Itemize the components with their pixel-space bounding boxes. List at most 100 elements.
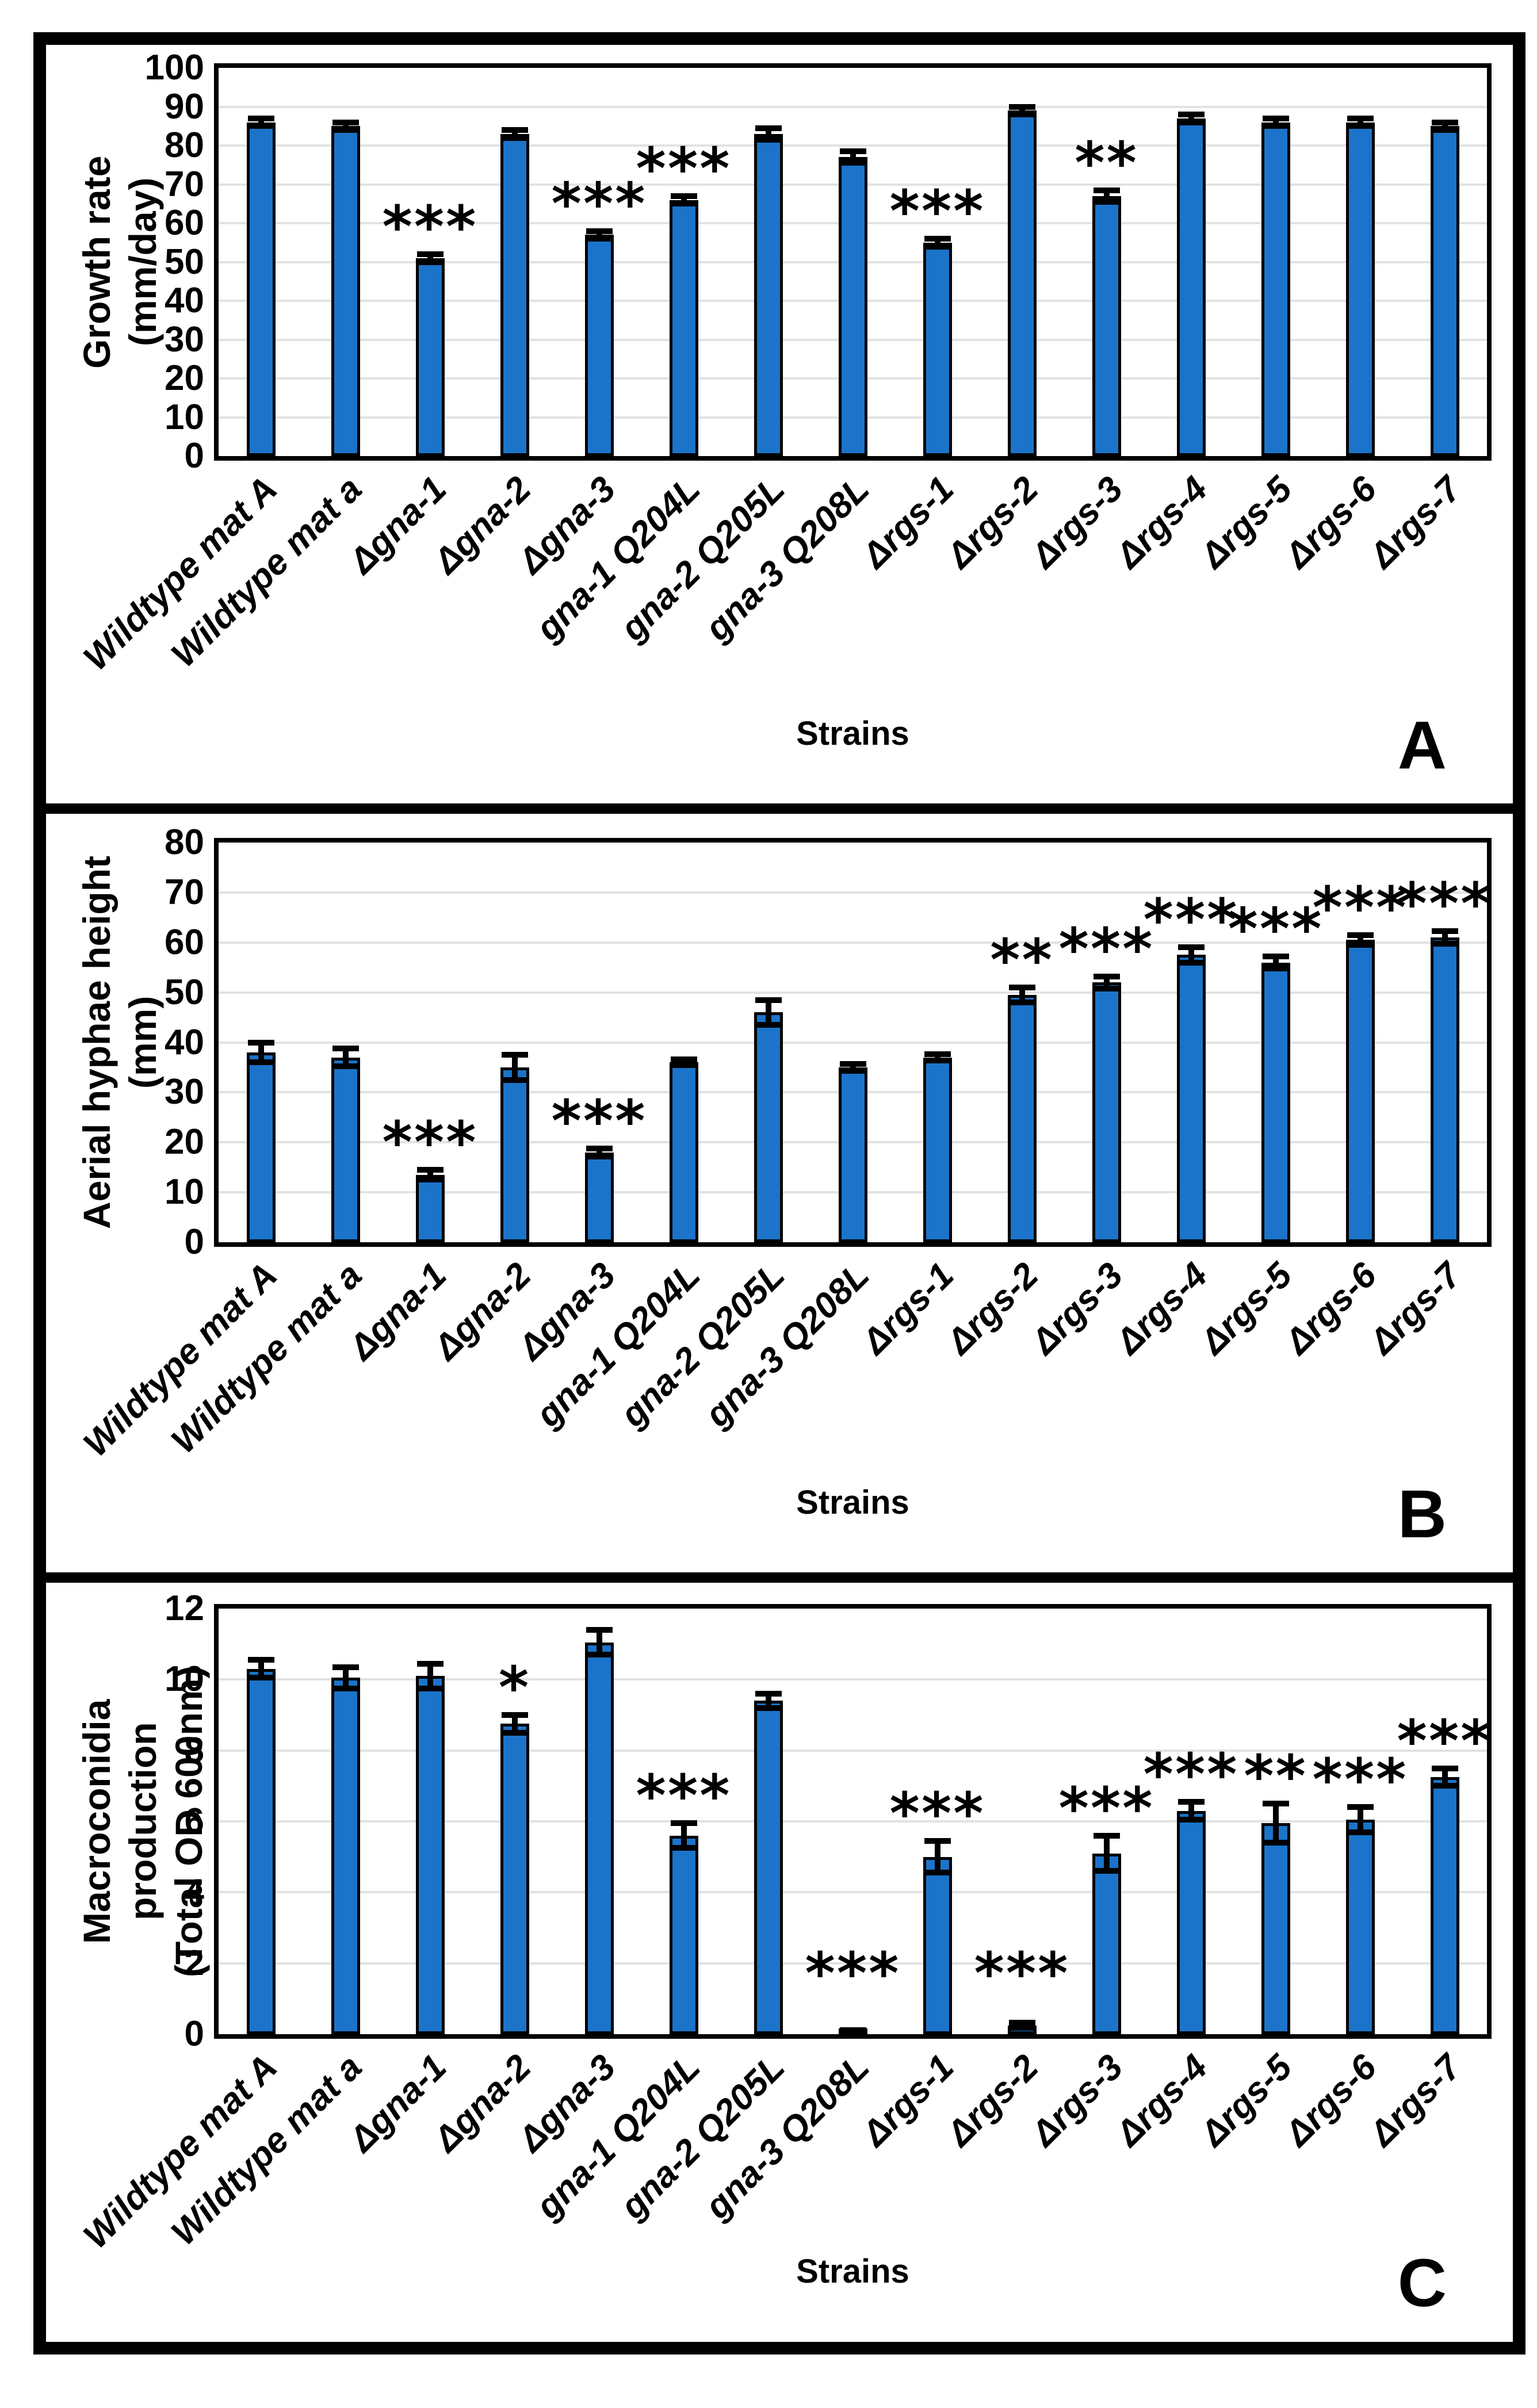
- gridline: [219, 1041, 1487, 1044]
- error-bar-cap: [1262, 123, 1289, 129]
- error-bar-cap: [247, 1039, 274, 1046]
- significance-marker: ***: [1312, 874, 1408, 941]
- y-tick-label: 40: [165, 281, 204, 320]
- significance-marker: ***: [1058, 915, 1154, 983]
- x-tick-label: Δrgs-4: [1108, 2047, 1215, 2154]
- bar: [669, 200, 698, 456]
- bar: [754, 133, 783, 456]
- y-tick-label: 40: [165, 1022, 204, 1062]
- x-tick-label: Δrgs-3: [1023, 2047, 1130, 2154]
- error-bar-cap: [586, 236, 613, 242]
- error-bar-line: [934, 1840, 940, 1873]
- bar: [246, 122, 276, 456]
- error-bar-cap: [416, 259, 443, 265]
- bar: [1345, 1819, 1375, 2034]
- y-tick-label: 10: [165, 1659, 204, 1699]
- error-bar-line: [596, 1148, 602, 1157]
- y-tick-label: 100: [144, 48, 204, 87]
- error-bar-cap: [586, 1145, 613, 1151]
- error-bar-cap: [1431, 119, 1458, 125]
- error-bar-line: [680, 1823, 687, 1848]
- error-bar-cap: [501, 1052, 528, 1058]
- y-tick-label: 50: [165, 242, 204, 282]
- error-bar-line: [427, 1663, 433, 1689]
- y-tick-label: 12: [165, 1588, 204, 1628]
- error-bar-cap: [586, 1652, 613, 1658]
- error-bar-line: [342, 1048, 349, 1067]
- error-bar-cap: [1008, 2024, 1035, 2031]
- bar: [500, 1067, 529, 1242]
- error-bar-cap: [332, 1685, 359, 1691]
- y-tick-label: 10: [165, 397, 204, 437]
- error-bar-cap: [416, 1660, 443, 1667]
- x-tick-label: Δrgs-1: [854, 469, 961, 576]
- error-bar-cap: [1093, 985, 1120, 991]
- error-bar-cap: [755, 1705, 782, 1711]
- error-bar-cap: [1431, 1783, 1458, 1789]
- error-bar-cap: [332, 127, 359, 133]
- x-tick-label: Δrgs-7: [1362, 1255, 1469, 1362]
- x-tick-label: Δrgs-6: [1277, 1255, 1384, 1362]
- error-bar-cap: [1347, 1829, 1374, 1835]
- significance-marker: ***: [1143, 886, 1239, 954]
- significance-marker: ***: [636, 1762, 732, 1830]
- error-bar-cap: [1177, 959, 1205, 966]
- bar: [838, 1067, 867, 1242]
- bar: [331, 1678, 360, 2034]
- error-bar-line: [427, 1170, 433, 1180]
- error-bar-cap: [586, 1153, 613, 1159]
- panel-macroconidia: Macroconidia production (Total OD 600nm) …: [46, 1583, 1513, 2341]
- error-bar-cap: [247, 123, 274, 129]
- error-bar-cap: [501, 1077, 528, 1083]
- x-tick-label: Δrgs-4: [1108, 469, 1215, 576]
- bar: [500, 1724, 529, 2034]
- y-tick-label: 90: [165, 86, 204, 127]
- error-bar-cap: [1093, 1868, 1120, 1874]
- x-tick-label: Δrgs-2: [939, 1255, 1046, 1362]
- x-tick-label: Δrgs-2: [939, 469, 1046, 576]
- error-bar-cap: [1008, 2020, 1035, 2026]
- error-bar-line: [258, 1660, 264, 1678]
- x-tick-label: Δrgs-1: [854, 2047, 961, 2154]
- x-tick-label: Δrgs-6: [1277, 469, 1384, 576]
- error-bar-line: [511, 1715, 518, 1733]
- error-bar-cap: [1008, 1000, 1035, 1005]
- x-tick-label: Δrgs-1: [854, 1255, 961, 1362]
- error-bar-cap: [924, 1057, 951, 1063]
- plot-area: *** *** *** *** **: [214, 63, 1492, 461]
- bar: [1345, 122, 1375, 456]
- error-bar-line: [1357, 118, 1363, 127]
- error-bar-cap: [670, 1820, 697, 1827]
- error-bar-cap: [416, 1177, 443, 1183]
- significance-marker: ***: [805, 1940, 901, 2007]
- error-bar-cap: [1093, 187, 1120, 193]
- error-bar-cap: [839, 160, 866, 166]
- panel-letter: C: [1397, 2245, 1447, 2321]
- figure-frame: Growth rate (mm/day) *** *** *** *** ** Strai…: [33, 32, 1525, 2355]
- error-bar-cap: [332, 1045, 359, 1051]
- error-bar-cap: [1431, 127, 1458, 133]
- error-bar-cap: [670, 1056, 697, 1063]
- error-bar-line: [1188, 114, 1194, 122]
- error-bar-cap: [1177, 112, 1205, 117]
- bar: [1092, 982, 1121, 1242]
- y-tick-label: 4: [184, 1872, 204, 1912]
- error-bar-cap: [755, 1022, 782, 1028]
- error-bar-line: [850, 151, 856, 163]
- error-bar-cap: [924, 1837, 951, 1844]
- significance-marker: ***: [551, 1087, 647, 1155]
- gridline: [219, 1891, 1487, 1894]
- error-bar-cap: [1262, 1801, 1289, 1807]
- error-bar-cap: [1093, 1832, 1120, 1839]
- error-bar-cap: [332, 119, 359, 125]
- bar: [1430, 1777, 1459, 2034]
- error-bar-line: [850, 1063, 856, 1071]
- bar: [1092, 196, 1121, 456]
- y-tick-label: 80: [165, 822, 204, 862]
- bar: [1176, 118, 1206, 456]
- error-bar-line: [765, 128, 771, 140]
- y-tick-label: 30: [165, 319, 204, 359]
- error-bar-line: [1442, 1768, 1448, 1786]
- error-bar-cap: [416, 251, 443, 257]
- error-bar-cap: [332, 1063, 359, 1070]
